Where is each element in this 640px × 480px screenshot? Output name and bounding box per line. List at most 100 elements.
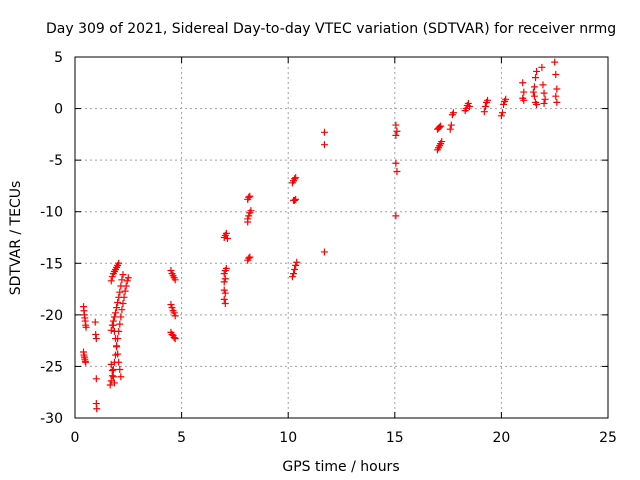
data-point [393,167,401,175]
data-point [291,196,299,204]
data-point [222,264,230,272]
data-point [552,71,560,79]
data-point [291,265,299,273]
data-point [532,74,540,82]
data-point [110,327,118,335]
data-point [108,273,116,281]
data-point [123,277,131,285]
data-point [538,63,546,71]
data-point [392,131,400,139]
data-point [293,258,301,266]
y-tick-label: -20 [40,308,63,324]
x-tick-label: 25 [599,430,617,446]
data-point [221,275,229,283]
data-point [480,108,488,116]
y-tick-label: -25 [40,359,63,375]
data-point [113,342,121,350]
data-point [170,334,178,342]
data-point [481,103,489,111]
data-point [484,96,492,104]
data-point [497,112,505,120]
data-point [114,298,122,306]
data-point [121,287,129,295]
plot-frame [74,56,609,419]
data-point [92,335,100,343]
data-point [116,366,124,374]
data-point [245,212,253,220]
data-point [292,261,300,269]
axis-ticks: 0 5 10 15 20 25 5 0 -5 -10 -15 -20 -25 -30 [40,50,617,446]
x-tick-label: 0 [71,430,80,446]
data-point [168,304,176,312]
y-tick-label: -15 [40,256,63,272]
data-point [117,313,125,321]
data-point [112,309,120,317]
data-point [91,318,99,326]
data-point [449,109,457,117]
data-point [109,373,117,381]
data-point [553,98,561,106]
data-point [245,254,253,262]
data-point [220,270,228,278]
data-point [82,323,90,331]
data-point [529,88,537,96]
data-point [320,141,328,149]
data-point [541,95,549,103]
data-point [220,278,228,286]
data-point [438,138,446,146]
y-axis-title: SDTVAR / TECUs [8,181,24,296]
data-point [114,350,122,358]
data-point [246,192,254,200]
data-point [437,122,445,130]
chart-title: Day 309 of 2021, Sidereal Day-to-day VTE… [46,21,616,37]
data-point [246,253,254,261]
y-tick-label: -5 [49,153,63,169]
data-point [107,326,115,334]
x-tick-label: 5 [177,430,186,446]
data-point [292,195,300,203]
data-point [464,99,472,107]
data-point [118,306,126,314]
data-point [291,175,299,183]
data-point [82,358,90,366]
data-point [392,212,400,220]
y-tick-label: -10 [40,205,63,221]
data-point [539,81,547,89]
data-point [244,218,252,226]
data-point [393,127,401,135]
data-point [520,88,528,96]
data-point [170,309,178,317]
data-point [502,95,510,103]
data-point [108,367,116,375]
data-point [519,79,527,87]
data-point [113,304,121,312]
data-point [167,301,175,309]
data-point [110,379,118,387]
data-point [540,99,548,107]
data-point [551,58,559,66]
data-point [533,67,541,75]
data-point [119,300,127,308]
data-point [498,109,506,117]
y-tick-label: -30 [40,411,63,427]
data-point [115,293,123,301]
data-point [447,121,455,129]
data-point [124,274,132,282]
data-point [117,373,125,381]
data-point [93,405,101,413]
data-point [436,123,444,131]
data-point [116,320,124,328]
data-point [109,321,117,329]
data-point [320,248,328,256]
data-point [119,271,127,279]
data-point [223,235,231,243]
data-point [553,85,561,93]
data-point [446,125,454,133]
x-axis-title: GPS time / hours [282,459,399,475]
data-point [288,273,296,281]
data-point [171,276,179,284]
data-point [171,335,179,343]
data-point [530,83,538,91]
data-point [221,300,229,308]
data-point [112,335,120,343]
